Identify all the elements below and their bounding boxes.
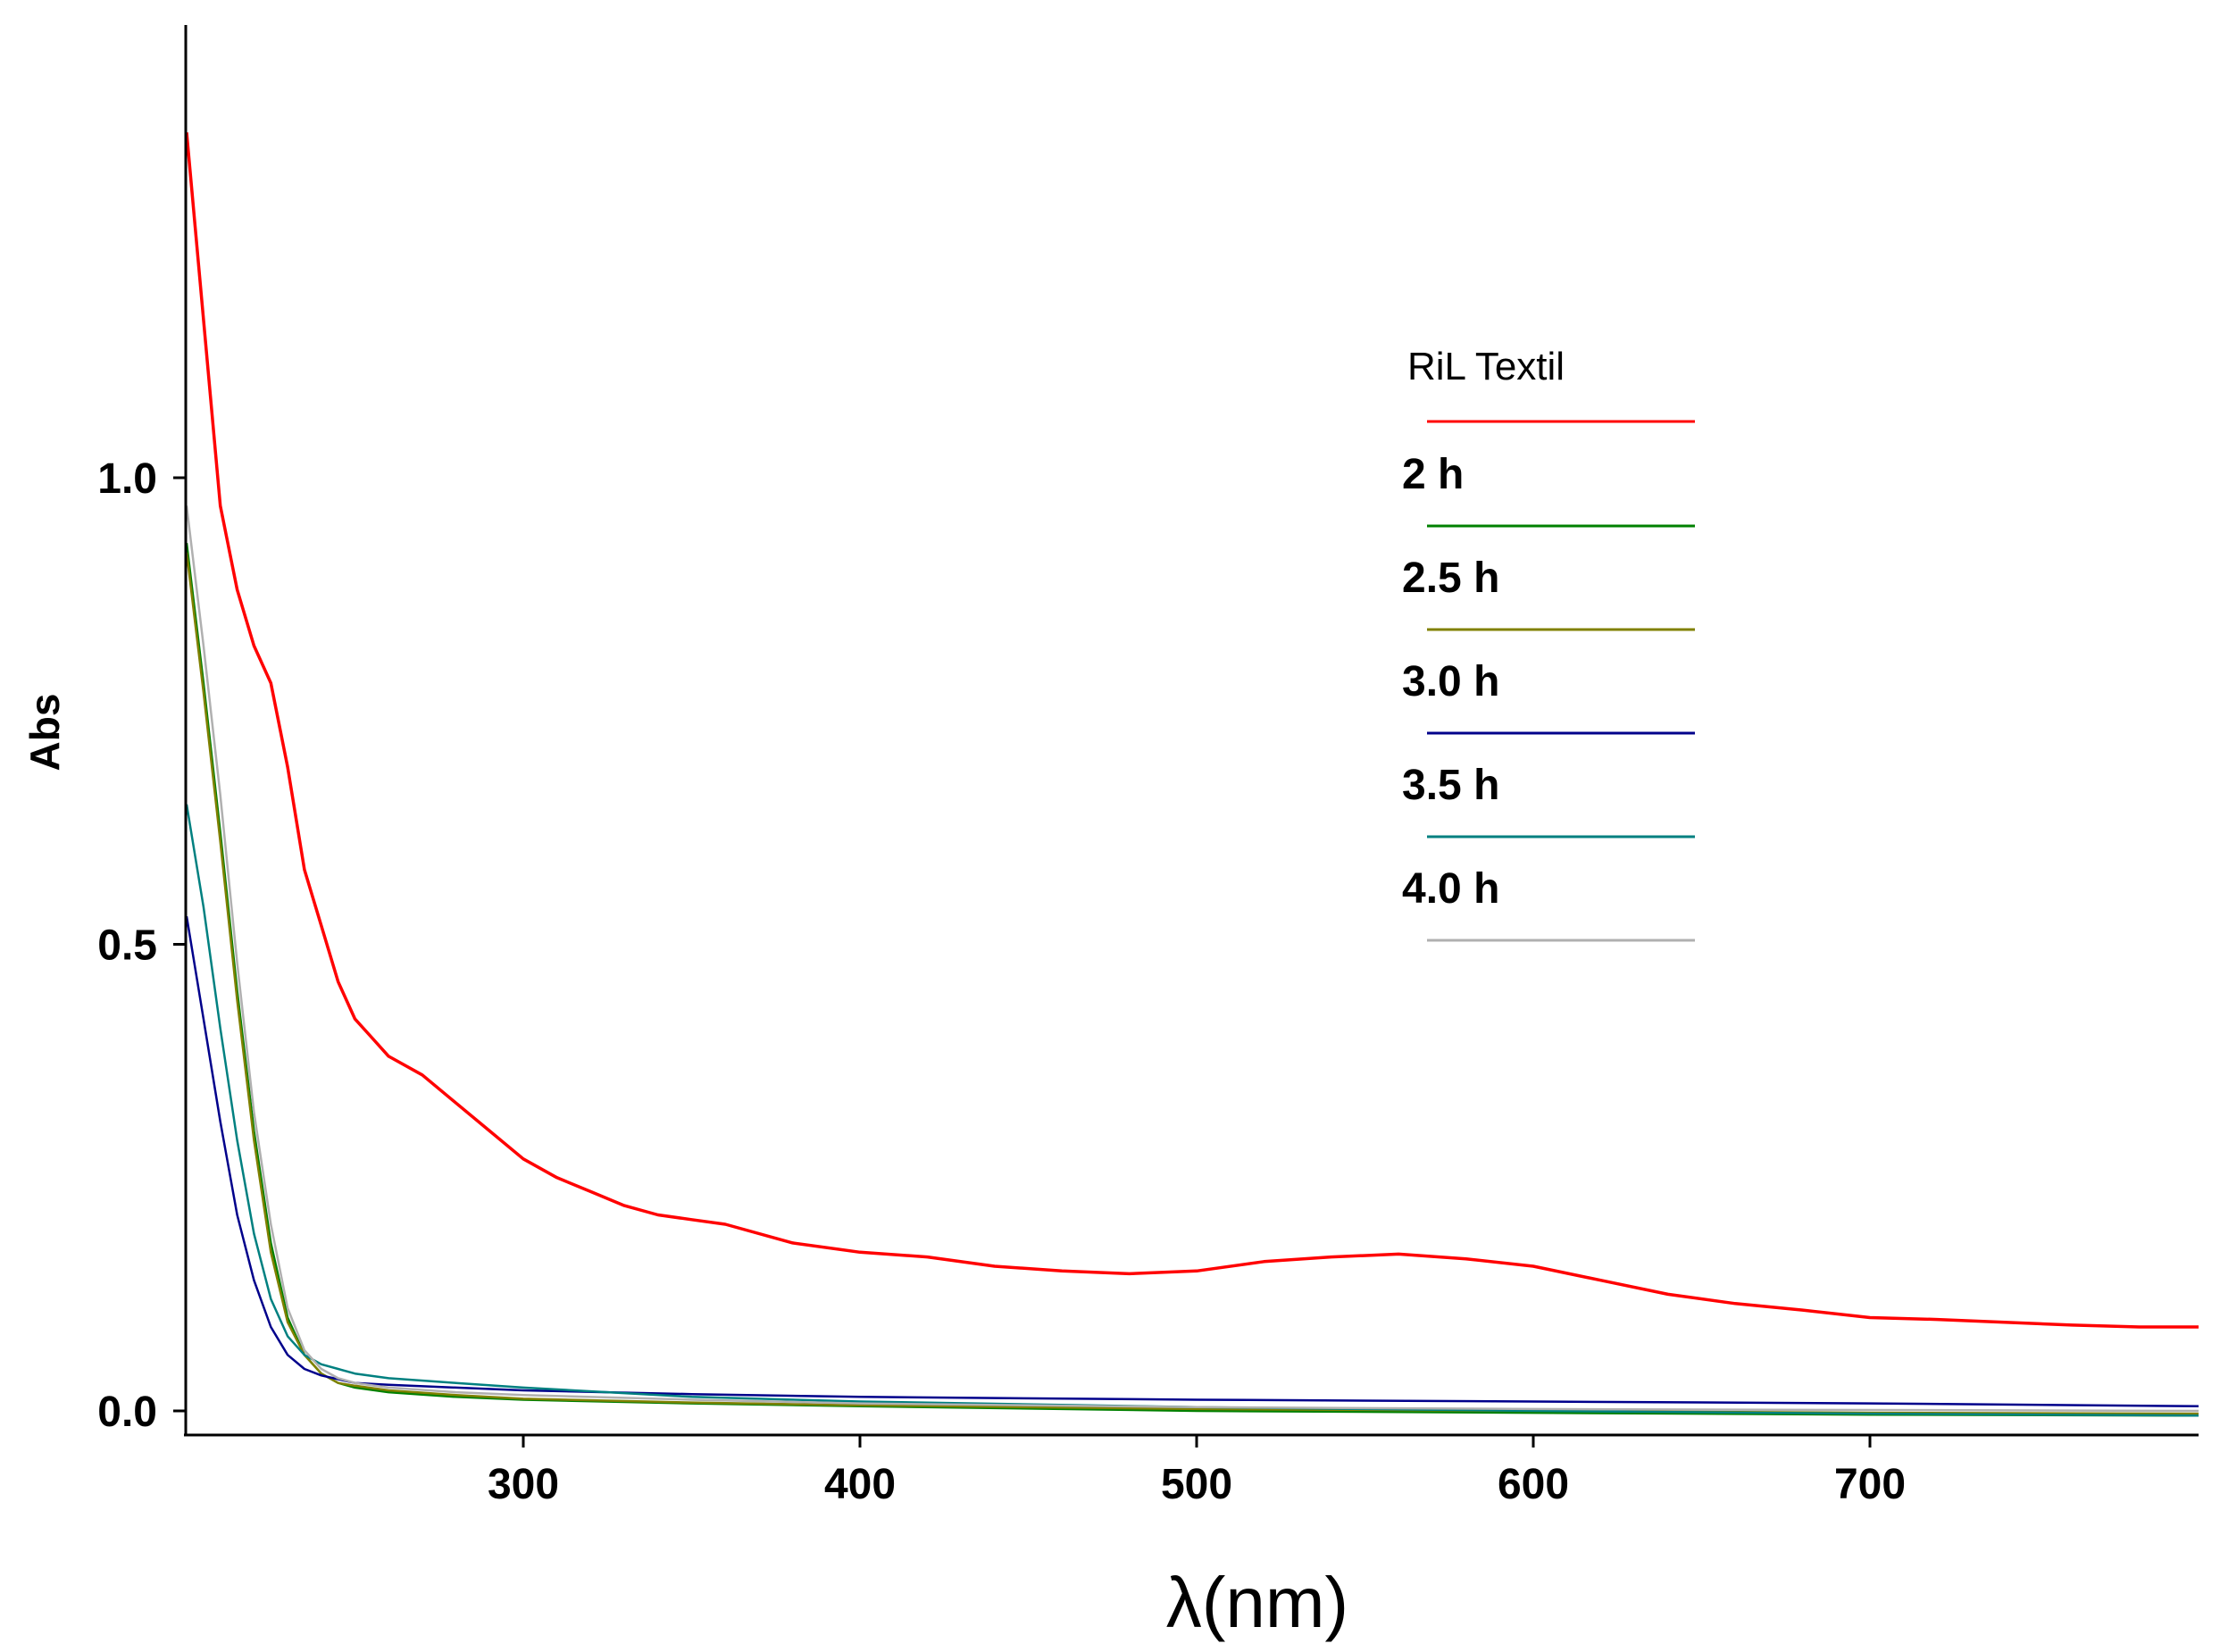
legend-label-5: 4.0 h [1402,865,1499,913]
legend-title: RiL Textil [1407,345,1565,388]
legend: RiL Textil 2 h 2.5 h 3.0 h 3.5 h 4.0 h [1402,345,1695,942]
y-tick-label: 1.0 [97,455,157,503]
series-line-5 [185,505,2199,1413]
y-tick-label: 0.0 [97,1389,157,1436]
x-tick-label: 600 [1498,1461,1569,1508]
x-tick-label: 400 [824,1461,896,1508]
series-line-1 [185,542,2199,1417]
plot-lines [185,132,2199,1417]
y-tick-label: 0.5 [97,922,157,970]
series-line-3 [185,915,2199,1408]
y-axis-title: Abs [21,694,68,772]
legend-label-1: 2 h [1402,451,1464,498]
x-tick-label: 500 [1161,1461,1232,1508]
x-ticks: 300 400 500 600 700 [488,1435,1906,1508]
x-axis-title: λ(nm) [1166,1563,1348,1642]
x-tick-label: 300 [488,1461,559,1508]
series-line-0 [185,132,2199,1329]
legend-label-2: 2.5 h [1402,555,1499,602]
series-line-2 [185,552,2199,1415]
axes [184,25,2199,1437]
y-ticks: 0.0 0.5 1.0 [97,455,186,1436]
x-tick-label: 700 [1834,1461,1906,1508]
legend-label-3: 3.0 h [1402,658,1499,705]
series-line-4 [185,804,2199,1417]
legend-label-4: 3.5 h [1402,762,1499,809]
